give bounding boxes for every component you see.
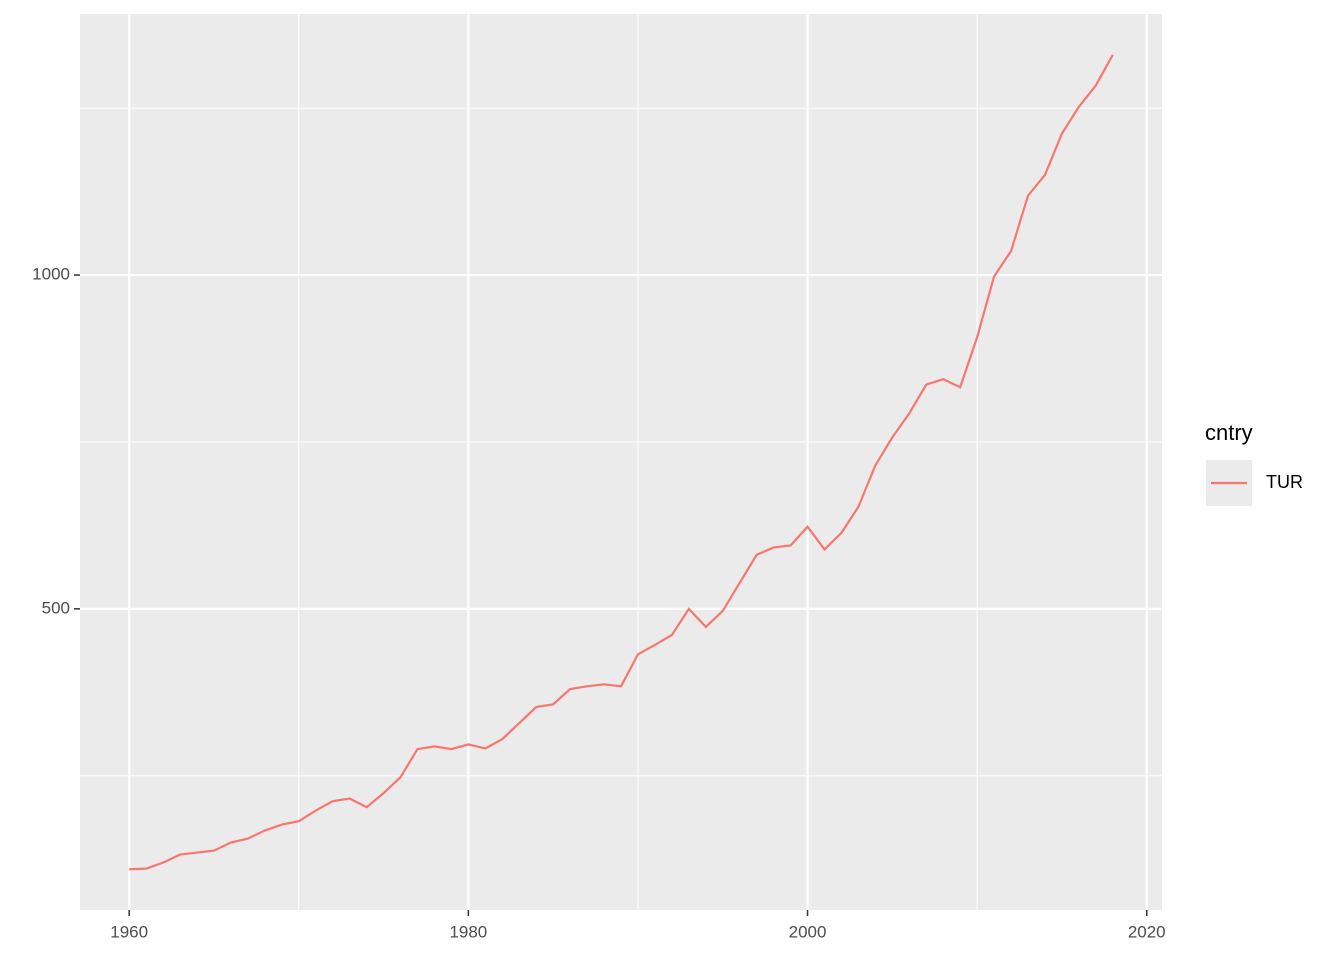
line: [129, 54, 1114, 871]
x-tick-label: 1980: [449, 922, 487, 941]
y-tick-label: 1000: [32, 265, 70, 284]
legend-title: cntry: [1205, 420, 1253, 445]
x-tick-label: 2020: [1128, 922, 1166, 941]
x-tick-label: 1960: [110, 922, 148, 941]
x-tick-label: 2000: [789, 922, 827, 941]
legend-label: TUR: [1266, 472, 1303, 492]
plot-panel: [80, 14, 1162, 910]
y-tick-label: 500: [42, 598, 70, 617]
